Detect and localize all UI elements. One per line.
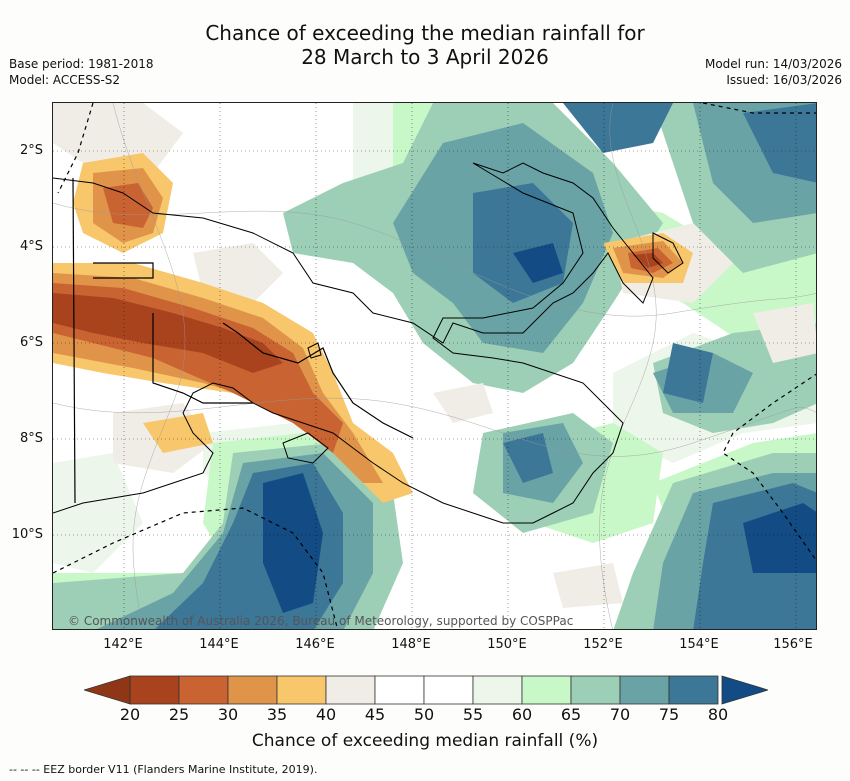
zone-over-80: [263, 243, 816, 613]
graticule: [53, 103, 816, 629]
colorbar-cell: [325, 675, 376, 705]
chart-title-line2: 28 March to 3 April 2026: [301, 45, 549, 69]
lat-label: 10°S: [11, 527, 43, 542]
border-lines: [72, 177, 414, 504]
chart-title-line1: Chance of exceeding the median rainfall …: [205, 21, 645, 45]
colorbar-cell: [668, 675, 719, 705]
lat-label: 8°S: [19, 431, 43, 446]
colorbar-tick-label: 60: [511, 705, 533, 724]
colorbar-cell: [570, 675, 621, 705]
colorbar-tick-label: 50: [413, 705, 435, 724]
lon-label: 150°E: [487, 637, 527, 652]
model-name: Model: ACCESS-S2: [9, 73, 121, 87]
colorbar-cells: [129, 675, 719, 705]
colorbar-tick-label: 55: [462, 705, 484, 724]
lon-label: 146°E: [295, 637, 335, 652]
colorbar-cell: [423, 675, 474, 705]
colorbar-cell: [472, 675, 523, 705]
lon-label: 156°E: [773, 637, 813, 652]
map-credit: © Commonwealth of Australia 2026, Bureau…: [68, 614, 574, 628]
map-canvas: [53, 103, 816, 629]
lon-label: 148°E: [391, 637, 431, 652]
colorbar-tick-label: 30: [217, 705, 239, 724]
lon-label: 142°E: [103, 637, 143, 652]
lat-label: 4°S: [19, 239, 43, 254]
eez-footnote: -- -- -- EEZ border V11 (Flanders Marine…: [9, 763, 318, 776]
lat-label: 2°S: [19, 143, 43, 158]
lon-label: 144°E: [199, 637, 239, 652]
coastlines: [53, 162, 684, 524]
colorbar-cell: [178, 675, 229, 705]
colorbar-tick-label: 40: [315, 705, 337, 724]
colorbar-cell: [374, 675, 425, 705]
colorbar-tick-label: 25: [168, 705, 190, 724]
base-period: Base period: 1981-2018: [9, 57, 154, 71]
colorbar-tick-label: 75: [658, 705, 680, 724]
colorbar-tick-label: 35: [266, 705, 288, 724]
colorbar-cell: [619, 675, 670, 705]
lon-label: 152°E: [583, 637, 623, 652]
colorbar-cell: [521, 675, 572, 705]
zone-20-25: [53, 253, 663, 373]
colorbar-tick-label: 70: [609, 705, 631, 724]
meta-left: Base period: 1981-2018 Model: ACCESS-S2: [9, 56, 154, 88]
colorbar-over-arrow: [721, 675, 768, 705]
colorbar-tick-label: 65: [560, 705, 582, 724]
colorbar-tick-label: 80: [707, 705, 729, 724]
colorbar-tick-label: 45: [364, 705, 386, 724]
meta-right: Model run: 14/03/2026 Issued: 16/03/2026: [705, 56, 842, 88]
rainfall-map: [52, 102, 817, 630]
lon-label: 154°E: [679, 637, 719, 652]
colorbar-cell: [129, 675, 180, 705]
contour-lines: [53, 103, 816, 629]
model-run-date: Model run: 14/03/2026: [704, 57, 842, 71]
colorbar: [84, 675, 768, 705]
colorbar-title: Chance of exceeding median rainfall (%): [251, 731, 599, 751]
colorbar-tick-label: 20: [119, 705, 141, 724]
eez-borders: [53, 103, 816, 629]
colorbar-under-arrow: [84, 675, 131, 705]
colorbar-cell: [227, 675, 278, 705]
issued-date: Issued: 16/03/2026: [726, 73, 842, 87]
colorbar-cell: [276, 675, 327, 705]
lat-label: 6°S: [19, 335, 43, 350]
